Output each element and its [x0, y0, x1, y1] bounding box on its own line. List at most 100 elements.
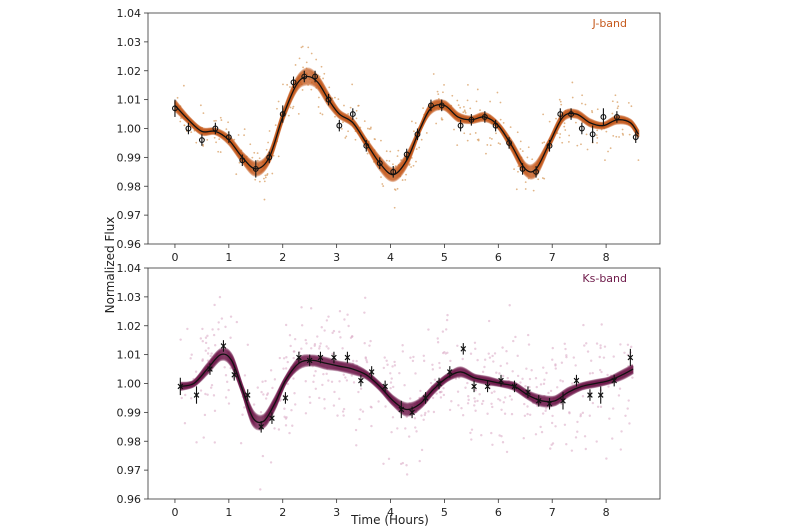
j-raw-point — [440, 117, 443, 120]
j-raw-point — [524, 188, 527, 190]
ks-binned-point — [546, 397, 553, 410]
ks-raw-point — [503, 412, 507, 415]
j-raw-point — [502, 122, 505, 124]
ks-raw-point — [629, 371, 632, 374]
ks-raw-point — [478, 375, 481, 378]
ks-raw-point — [391, 416, 395, 419]
j-binned-marker — [468, 116, 475, 123]
j-raw-point — [567, 141, 570, 143]
j-raw-point — [190, 131, 193, 134]
j-raw-point — [499, 101, 502, 104]
ks-raw-point — [457, 404, 460, 407]
ks-raw-point — [568, 412, 571, 415]
j-raw-point — [289, 106, 292, 109]
j-y-tick-label: 0.99 — [117, 151, 142, 164]
j-raw-point — [556, 132, 559, 135]
ks-raw-point — [304, 412, 308, 415]
j-raw-point — [571, 96, 574, 99]
ks-raw-point — [341, 410, 345, 413]
ks-y-tick-label: 1.00 — [117, 378, 142, 391]
ks-raw-point — [199, 389, 203, 392]
j-binned-marker — [185, 125, 192, 132]
ks-raw-point — [534, 433, 538, 436]
ks-raw-point — [420, 414, 423, 417]
ks-binned-marker — [258, 423, 265, 430]
ks-binned-marker — [269, 415, 275, 421]
ks-binned-marker — [207, 366, 213, 372]
ks-raw-point — [412, 355, 415, 359]
j-raw-point — [490, 138, 493, 140]
ks-model-sample-line — [180, 351, 634, 423]
j-binned-point — [557, 108, 564, 120]
j-raw-point — [451, 94, 454, 97]
ks-raw-point — [510, 398, 513, 401]
ks-raw-point — [526, 333, 530, 337]
ks-binned-marker — [436, 380, 442, 387]
ks-raw-point — [512, 339, 515, 343]
j-raw-point — [396, 155, 399, 158]
ks-binned-point — [231, 369, 238, 381]
j-raw-point — [410, 166, 413, 168]
j-raw-point — [276, 107, 278, 110]
j-plot-area — [171, 45, 640, 209]
j-raw-point — [627, 102, 630, 104]
j-raw-point — [274, 124, 277, 127]
j-binned-marker — [632, 134, 639, 141]
j-raw-point — [372, 160, 375, 163]
ks-raw-point — [422, 354, 425, 357]
ks-raw-point — [384, 405, 387, 408]
ks-binned-marker — [484, 383, 491, 390]
ks-raw-point — [418, 396, 421, 400]
j-raw-point — [385, 150, 388, 153]
ks-raw-point — [439, 396, 443, 399]
ks-binned-point — [484, 380, 491, 393]
ks-raw-point — [210, 358, 213, 361]
ks-raw-point — [411, 359, 415, 363]
ks-raw-point — [442, 386, 445, 390]
j-raw-point — [543, 177, 546, 180]
ks-raw-point — [564, 347, 567, 351]
ks-raw-point — [227, 402, 231, 405]
j-raw-point — [513, 168, 515, 171]
ks-raw-point — [204, 392, 207, 396]
ks-raw-point — [239, 442, 243, 445]
j-raw-point — [323, 72, 326, 75]
ks-raw-point — [431, 396, 435, 400]
ks-raw-point — [551, 358, 554, 361]
ks-raw-point — [333, 390, 336, 394]
ks-raw-point — [619, 371, 623, 375]
j-x-tick-label: 7 — [549, 251, 556, 264]
ks-raw-point — [278, 356, 282, 360]
ks-raw-point — [342, 414, 345, 417]
ks-raw-point — [563, 342, 566, 345]
j-raw-point — [488, 116, 491, 119]
j-raw-point — [609, 147, 612, 150]
j-binned-marker — [349, 111, 356, 118]
ks-raw-point — [522, 393, 525, 396]
ks-raw-point — [617, 394, 621, 397]
ks-raw-point — [199, 337, 203, 340]
j-raw-point — [307, 46, 310, 49]
ks-raw-point — [338, 310, 342, 313]
ks-raw-point — [422, 359, 426, 363]
ks-raw-point — [493, 390, 496, 393]
ks-raw-point — [438, 361, 441, 365]
ks-raw-point — [535, 385, 538, 389]
ks-raw-point — [420, 448, 424, 452]
ks-raw-point — [486, 412, 489, 415]
ks-raw-point — [358, 417, 361, 421]
ks-raw-point — [359, 408, 362, 411]
ks-y-tick-label: 1.03 — [117, 291, 142, 304]
ks-raw-point — [252, 403, 256, 406]
ks-raw-point — [603, 345, 607, 348]
ks-raw-point — [630, 345, 633, 349]
j-raw-point — [213, 136, 216, 139]
j-raw-point — [305, 67, 308, 70]
j-raw-point — [347, 113, 349, 115]
ks-raw-point — [227, 388, 230, 392]
j-raw-point — [537, 178, 540, 181]
ks-binned-marker — [611, 377, 618, 384]
ks-raw-point — [264, 379, 267, 383]
ks-raw-point — [387, 393, 391, 396]
ks-raw-point — [227, 351, 231, 354]
